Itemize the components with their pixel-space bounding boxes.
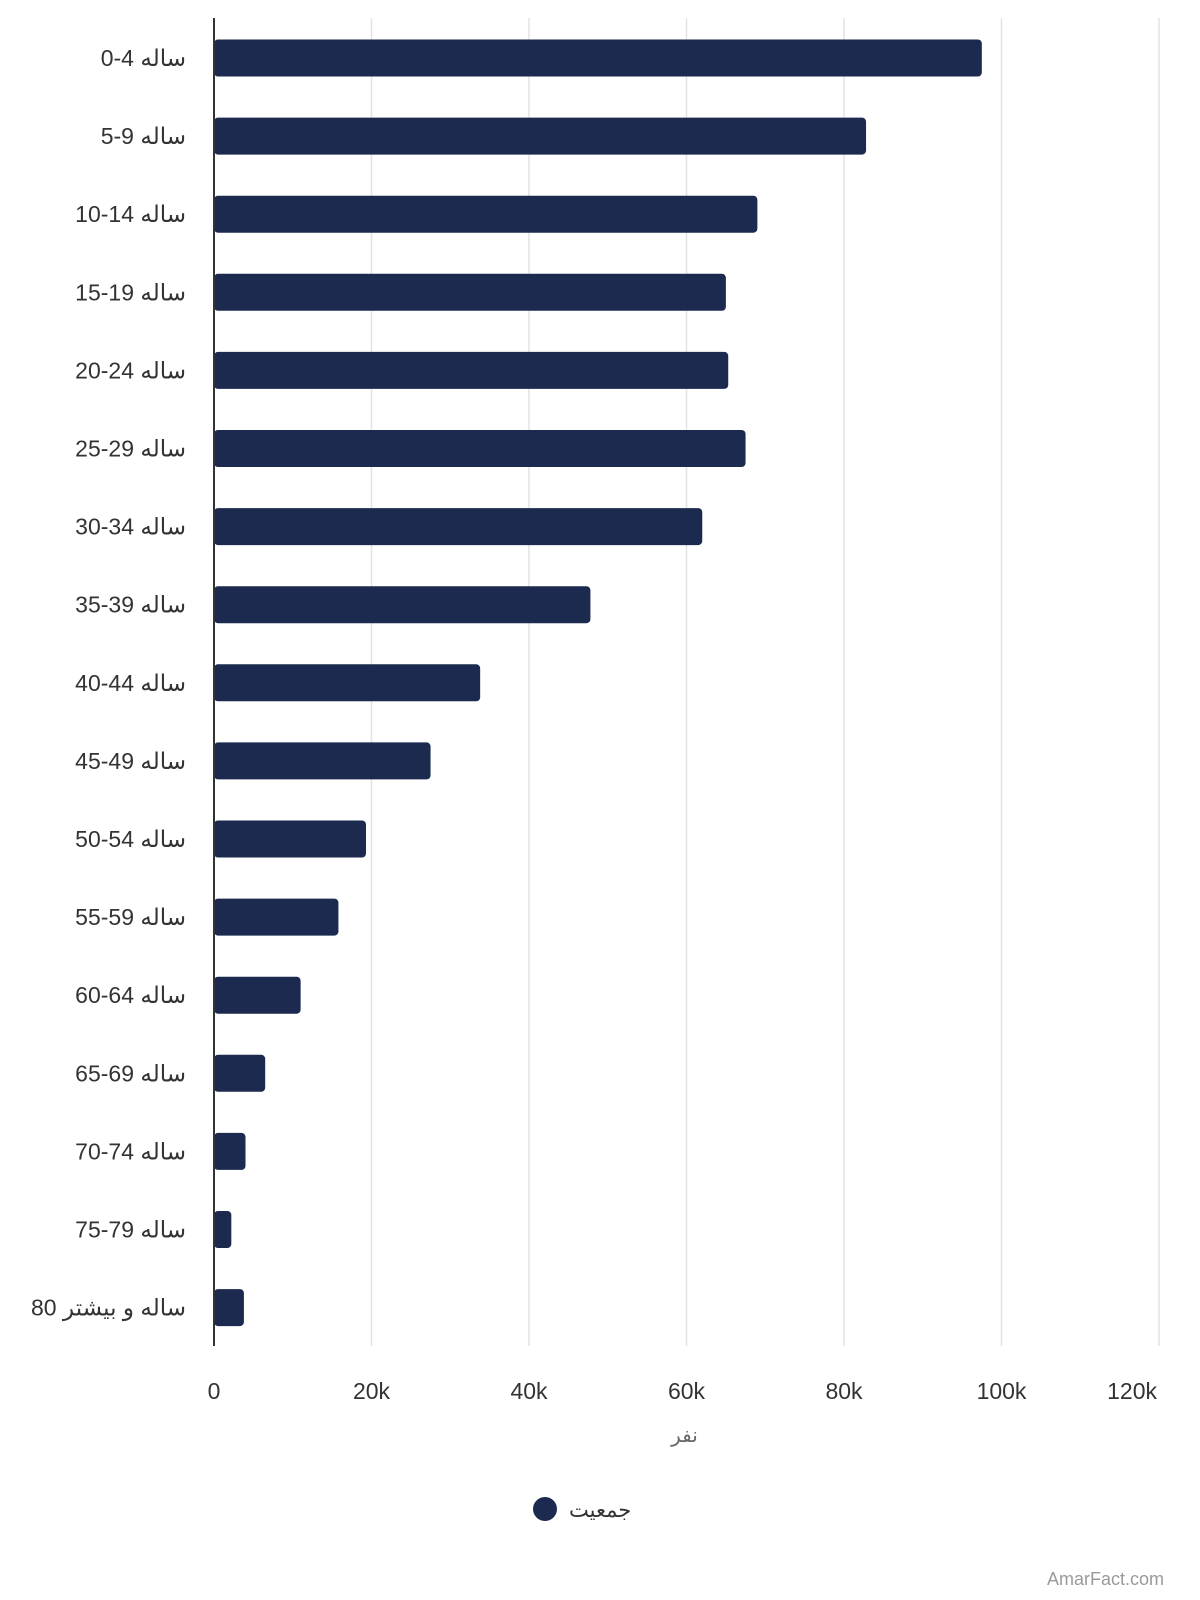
bar[interactable] <box>214 742 431 780</box>
bar[interactable] <box>214 976 301 1014</box>
category-label: 0-4 ساله <box>101 45 186 71</box>
category-label: 45-49 ساله <box>75 748 186 774</box>
bar[interactable] <box>214 898 339 936</box>
bar[interactable] <box>214 664 481 702</box>
category-label: 20-24 ساله <box>75 357 186 383</box>
category-label: 40-44 ساله <box>75 670 186 696</box>
category-labels: 0-4 ساله 5-9 ساله 10-14 ساله 15-19 ساله 20-2… <box>31 45 186 1322</box>
grid-lines <box>370 18 1160 1346</box>
legend-swatch <box>533 1497 557 1521</box>
watermark: AmarFact.com <box>1046 1569 1164 1589</box>
bar[interactable] <box>214 1289 244 1327</box>
legend-label: جمعیت <box>569 1499 631 1522</box>
x-tick-label: 60k <box>668 1378 706 1404</box>
x-tick-label: 40k <box>510 1378 548 1404</box>
category-label: 70-74 ساله <box>75 1138 186 1164</box>
bar[interactable] <box>214 273 726 311</box>
bar[interactable] <box>214 39 982 77</box>
x-tick-label: 20k <box>353 1378 391 1404</box>
bar[interactable] <box>214 1054 266 1092</box>
bar[interactable] <box>214 586 591 624</box>
bar[interactable] <box>214 508 703 546</box>
x-tick-labels: 0 20k 40k 60k 80k 100k 120k <box>208 1378 1158 1404</box>
x-axis-title: نفر <box>670 1425 698 1447</box>
category-label: 15-19 ساله <box>75 279 186 305</box>
category-label: 60-64 ساله <box>75 982 186 1008</box>
category-label: 35-39 ساله <box>75 592 186 618</box>
bar[interactable] <box>214 820 366 858</box>
category-label: 75-79 ساله <box>75 1217 186 1243</box>
bar[interactable] <box>214 430 746 467</box>
category-label: 80 ساله و بیشتر <box>31 1295 186 1322</box>
category-label: 65-69 ساله <box>75 1060 186 1086</box>
legend[interactable]: جمعیت <box>533 1497 631 1522</box>
x-tick-label: 100k <box>977 1378 1027 1404</box>
bar[interactable] <box>214 351 729 389</box>
bar[interactable] <box>214 1132 246 1170</box>
bar[interactable] <box>214 117 867 155</box>
category-label: 25-29 ساله <box>75 436 186 462</box>
category-label: 55-59 ساله <box>75 904 186 930</box>
x-tick-label: 120k <box>1107 1378 1157 1404</box>
bar[interactable] <box>214 1211 232 1248</box>
category-label: 10-14 ساله <box>75 201 186 227</box>
category-label: 30-34 ساله <box>75 514 186 540</box>
category-label: 50-54 ساله <box>75 826 186 852</box>
bar[interactable] <box>214 195 758 233</box>
x-tick-label: 0 <box>208 1378 221 1404</box>
x-tick-label: 80k <box>825 1378 863 1404</box>
category-label: 5-9 ساله <box>101 123 186 149</box>
bars <box>214 39 982 1327</box>
